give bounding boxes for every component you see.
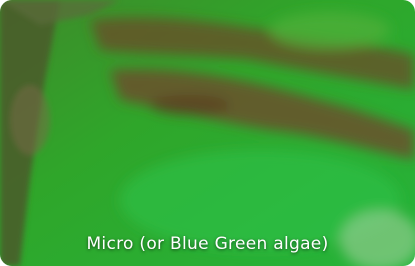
photo-card: Micro (or Blue Green algae) (0, 0, 415, 266)
algae-photo (0, 0, 415, 266)
caption: Micro (or Blue Green algae) (0, 234, 415, 254)
